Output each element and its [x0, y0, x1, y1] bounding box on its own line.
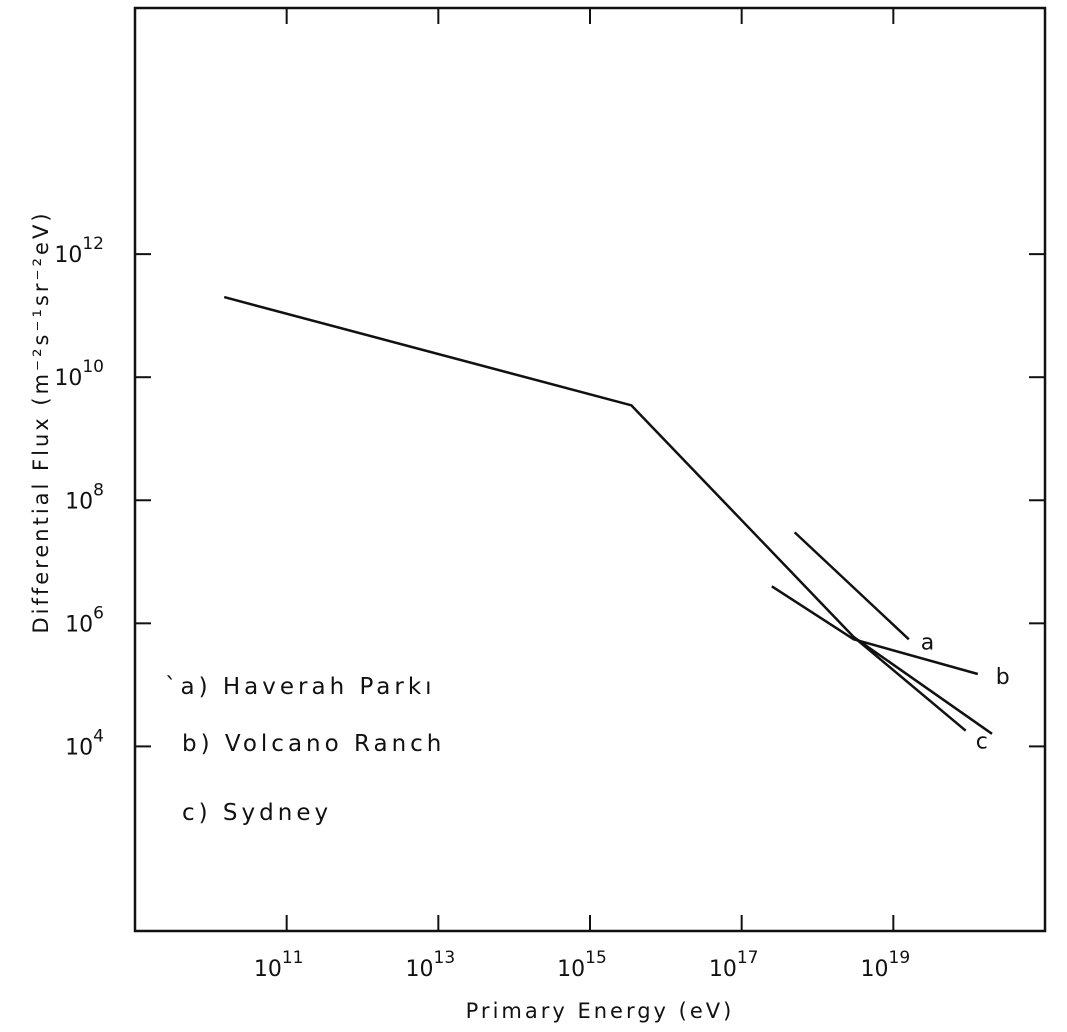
- x-tick-label-4: 1019: [861, 948, 911, 982]
- x-axis-title: Primary Energy (eV): [466, 999, 735, 1023]
- y-tick-label-2: 108: [65, 480, 104, 514]
- y-tick-label-0: 104: [65, 726, 104, 760]
- x-tick-label-3: 1017: [709, 948, 759, 982]
- y-tick-label-4: 1012: [54, 234, 104, 268]
- series-line-a: [793, 531, 910, 641]
- x-tick-label-1: 1013: [406, 948, 456, 982]
- y-tick-label-1: 106: [65, 603, 104, 637]
- series-line-b: [771, 585, 979, 676]
- curve-label-c: c: [976, 730, 988, 755]
- legend-entry-c: c) Sydney: [182, 800, 332, 826]
- series-lines: [223, 295, 993, 735]
- y-tick-label-3: 1010: [54, 357, 104, 391]
- series-line-c: [852, 636, 967, 732]
- legend-entry-a: `a) Haverah Parkı: [165, 674, 436, 700]
- series-line-main: [223, 295, 993, 735]
- legend-entry-b: b) Volcano Ranch: [182, 731, 445, 757]
- plot-frame-group: [133, 6, 1047, 933]
- y-axis-title: Differential Flux (m⁻²s⁻¹sr⁻²eV): [29, 210, 53, 633]
- curve-labels: a b c: [921, 630, 1010, 754]
- ticks: [135, 8, 1045, 931]
- curve-label-b: b: [996, 665, 1010, 690]
- curve-label-a: a: [921, 630, 934, 655]
- legend: `a) Haverah Parkı b) Volcano Ranch c) Sy…: [165, 674, 445, 826]
- plot-frame: [133, 6, 1047, 933]
- x-tick-label-0: 1011: [254, 948, 304, 982]
- x-tick-label-2: 1015: [557, 948, 607, 982]
- tick-labels: 1011 1013 1015 1017 1019 104 106 108 1010 1012: [54, 234, 910, 982]
